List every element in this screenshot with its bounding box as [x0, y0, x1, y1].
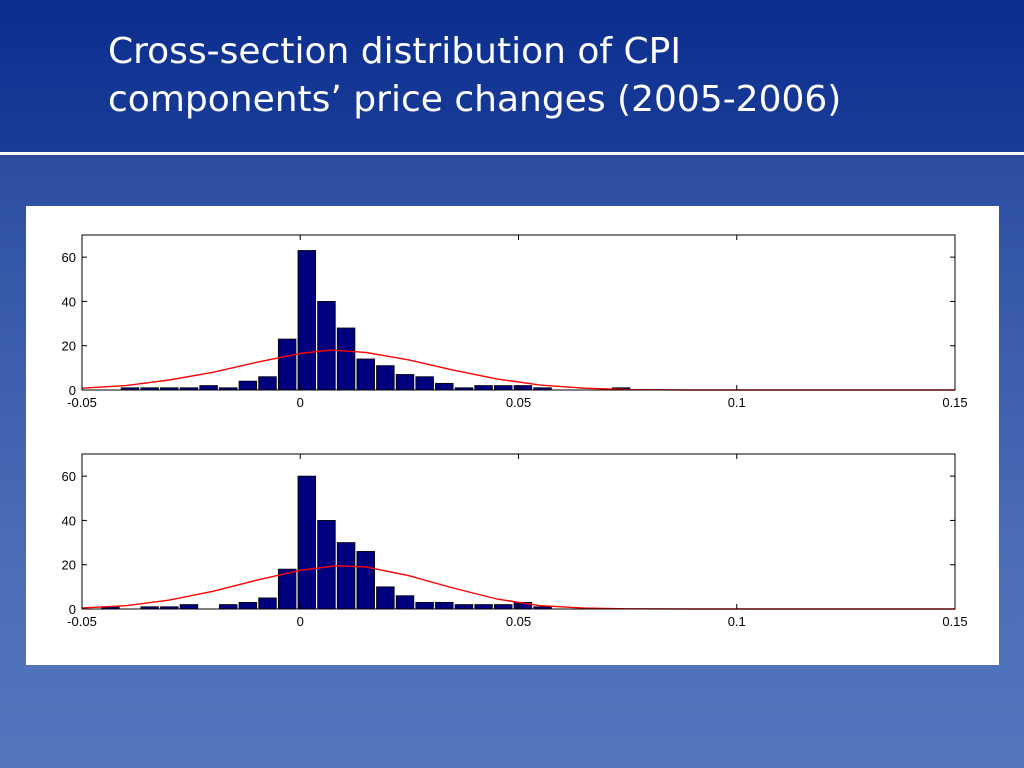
- chart-2-y-tick-label: 40: [62, 513, 76, 528]
- chart-1-y-tick-label: 0: [69, 383, 76, 398]
- chart-1-axes-box: [81, 234, 956, 391]
- chart-2-y-tick-label: 20: [62, 558, 76, 573]
- chart-1-x-tick-label: 0.1: [728, 395, 746, 410]
- slide-title-line-2: components’ price changes (2005-2006): [108, 79, 842, 120]
- chart-2-x-tick-label: 0.05: [506, 614, 531, 629]
- chart-2-bar: [376, 586, 395, 610]
- chart-2-bar: [179, 604, 199, 610]
- chart-1-bar: [415, 376, 434, 391]
- chart-1-bar: [395, 374, 415, 391]
- chart-2-fit-curve: [81, 565, 955, 610]
- chart-1-y-tick-label: 60: [62, 250, 76, 265]
- chart-2-bar: [415, 601, 434, 610]
- chart-2-bar: [494, 604, 513, 610]
- chart-2-y-tick-label: 0: [69, 602, 76, 617]
- chart-2-bar: [395, 595, 415, 610]
- chart-1-fit-curve: [81, 349, 955, 391]
- slide-title: Cross-section distribution of CPI compon…: [108, 28, 988, 124]
- title-band: [0, 0, 1024, 152]
- chart-1-bar: [474, 385, 493, 391]
- chart-2-bar: [336, 542, 356, 610]
- chart-2-x-tick-label: 0: [297, 614, 304, 629]
- chart-1-bar: [317, 301, 336, 391]
- chart-1-bar: [336, 327, 356, 391]
- chart-1-bar: [513, 385, 533, 391]
- chart-1-x-tick-label: -0.05: [67, 395, 97, 410]
- chart-1-y-tick-label: 20: [62, 339, 76, 354]
- title-divider: [0, 152, 1024, 155]
- chart-2-bar: [258, 597, 277, 610]
- figure-panel: -0.05 0 0.05 0.1 0.15 0 20 40 60 -0.05 0 0.05 0.1 0.1…: [26, 206, 999, 665]
- chart-2-bar: [297, 475, 317, 610]
- chart-2-bar: [454, 604, 474, 610]
- slide-title-line-1: Cross-section distribution of CPI: [108, 31, 681, 72]
- chart-1-bar: [199, 385, 218, 391]
- chart-1-x-tick-label: 0.05: [506, 395, 531, 410]
- chart-1-x-tick-label: 0: [297, 395, 304, 410]
- chart-2-bar: [474, 604, 493, 610]
- chart-1-x-tick-label: 0.15: [942, 395, 967, 410]
- chart-2-bar: [219, 604, 238, 610]
- chart-1-y-tick-label: 40: [62, 294, 76, 309]
- chart-2-x-tick-label: -0.05: [67, 614, 97, 629]
- chart-2-bar: [238, 601, 258, 610]
- chart-1-bar: [258, 376, 277, 391]
- chart-1-bar: [238, 380, 258, 391]
- chart-2-bar: [435, 601, 454, 610]
- chart-2-x-tick-label: 0.1: [728, 614, 746, 629]
- chart-1-bar: [277, 338, 297, 391]
- chart-2-bar: [356, 551, 375, 610]
- chart-2-axes-box: [81, 453, 956, 610]
- chart-2-y-tick-label: 60: [62, 469, 76, 484]
- chart-2-x-tick-label: 0.15: [942, 614, 967, 629]
- chart-2-bar: [317, 520, 336, 610]
- chart-1-bar: [494, 385, 513, 391]
- chart-1-bar: [376, 365, 395, 391]
- chart-1-bar: [356, 358, 375, 391]
- chart-1-bar: [435, 382, 454, 391]
- chart-1-bar: [297, 250, 317, 391]
